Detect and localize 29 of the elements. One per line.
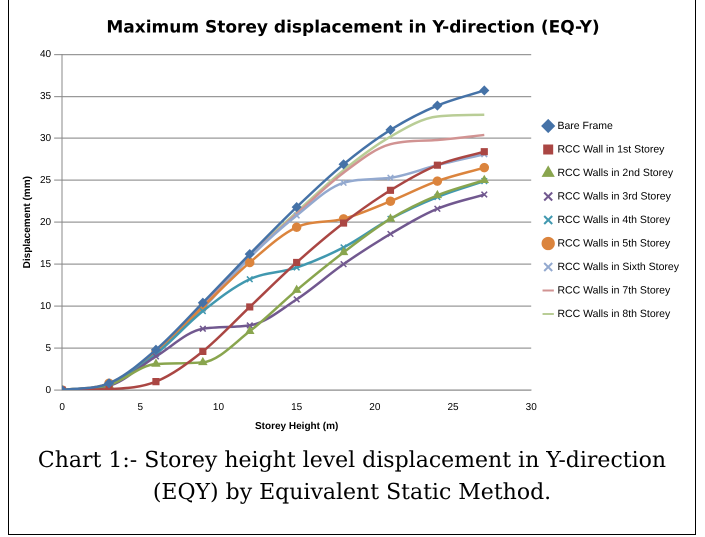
x-tick-label: 0 xyxy=(59,402,66,413)
y-tick-label: 35 xyxy=(40,91,52,102)
y-tick-label: 25 xyxy=(40,175,52,186)
y-tick-label: 10 xyxy=(40,300,52,312)
x-tick-label: 5 xyxy=(138,402,144,413)
legend-label: RCC Walls in 2nd Storey xyxy=(557,166,674,179)
y-tick-label: 40 xyxy=(40,49,52,60)
legend-label: RCC Walls in 5th Storey xyxy=(557,237,672,250)
y-tick-label: 0 xyxy=(46,384,52,396)
legend-label: RCC Walls in Sixth Storey xyxy=(557,260,680,273)
y-tick-label: 30 xyxy=(40,133,52,144)
legend-label: Bare Frame xyxy=(557,120,614,132)
x-tick-label: 10 xyxy=(212,402,224,413)
legend-label: RCC Wall in 1st Storey xyxy=(557,143,666,156)
x-tick-label: 30 xyxy=(526,402,538,413)
y-tick-label: 5 xyxy=(46,342,52,354)
y-axis-title: Displacement (mm) xyxy=(22,176,33,268)
legend-label: RCC Walls in 4th Storey xyxy=(557,214,672,226)
caption: Chart 1:- Storey height level displacement in Y-direction (EQY) by Equivalent Static Method. xyxy=(36,447,668,507)
y-tick-label: 15 xyxy=(40,258,52,270)
x-tick-label: 25 xyxy=(447,402,460,413)
legend-label: RCC Walls in 3rd Storey xyxy=(557,190,672,202)
x-tick-label: 15 xyxy=(291,402,303,413)
legend-label: RCC Walls in 8th Storey xyxy=(557,308,672,320)
x-tick-label: 20 xyxy=(369,402,381,413)
legend-label: RCC Walls in 7th Storey xyxy=(557,284,672,296)
chart-title: Maximum Storey displacement in Y-direction (EQ-Y) xyxy=(106,18,600,38)
x-axis-title: Storey Height (m) xyxy=(254,420,338,432)
y-tick-label: 20 xyxy=(40,216,52,228)
